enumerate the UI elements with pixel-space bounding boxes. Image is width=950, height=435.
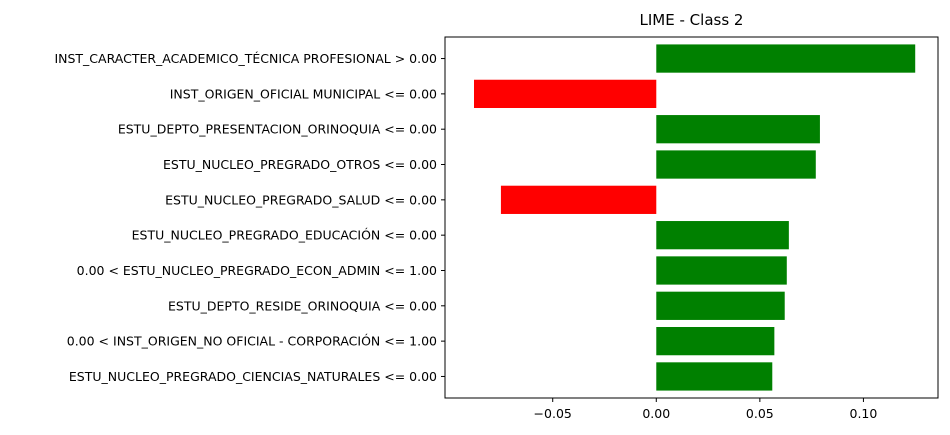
y-tick-label-5: ESTU_NUCLEO_PREGRADO_EDUCACIÓN <= 0.00 <box>132 228 437 243</box>
x-tick-label-0: −0.05 <box>534 406 572 421</box>
bar-2 <box>656 115 820 144</box>
x-tick-label-1: 0.00 <box>642 406 670 421</box>
y-tick-label-3: ESTU_NUCLEO_PREGRADO_OTROS <= 0.00 <box>163 157 437 172</box>
bar-7 <box>656 291 785 320</box>
y-tick-label-4: ESTU_NUCLEO_PREGRADO_SALUD <= 0.00 <box>165 192 437 207</box>
bar-5 <box>656 221 789 250</box>
x-tick-label-3: 0.10 <box>850 406 878 421</box>
x-ticks: −0.05 0.00 0.05 0.10 <box>534 398 878 421</box>
bar-3 <box>656 150 816 179</box>
plot-frame <box>444 36 939 399</box>
chart-title: LIME - Class 2 <box>640 11 744 29</box>
x-tick-label-2: 0.05 <box>746 406 774 421</box>
y-tick-label-2: ESTU_DEPTO_PRESENTACION_ORINOQUIA <= 0.0… <box>118 122 437 137</box>
y-tick-label-9: ESTU_NUCLEO_PREGRADO_CIENCIAS_NATURALES … <box>69 369 437 384</box>
bar-8 <box>656 327 775 356</box>
y-tick-label-7: ESTU_DEPTO_RESIDE_ORINOQUIA <= 0.00 <box>168 298 437 313</box>
bar-9 <box>656 362 773 391</box>
y-tick-labels: INST_CARACTER_ACADEMICO_TÉCNICA PROFESIO… <box>54 51 445 384</box>
y-tick-label-6: 0.00 < ESTU_NUCLEO_PREGRADO_ECON_ADMIN <… <box>77 263 437 278</box>
y-tick-label-8: 0.00 < INST_ORIGEN_NO OFICIAL - CORPORAC… <box>67 334 437 349</box>
y-tick-label-1: INST_ORIGEN_OFICIAL MUNICIPAL <= 0.00 <box>170 86 437 101</box>
bar-0 <box>656 44 916 73</box>
bar-1 <box>474 79 657 108</box>
bar-4 <box>500 185 657 214</box>
bar-6 <box>656 256 787 285</box>
y-tick-label-0: INST_CARACTER_ACADEMICO_TÉCNICA PROFESIO… <box>54 51 437 66</box>
bars-group <box>474 44 916 391</box>
